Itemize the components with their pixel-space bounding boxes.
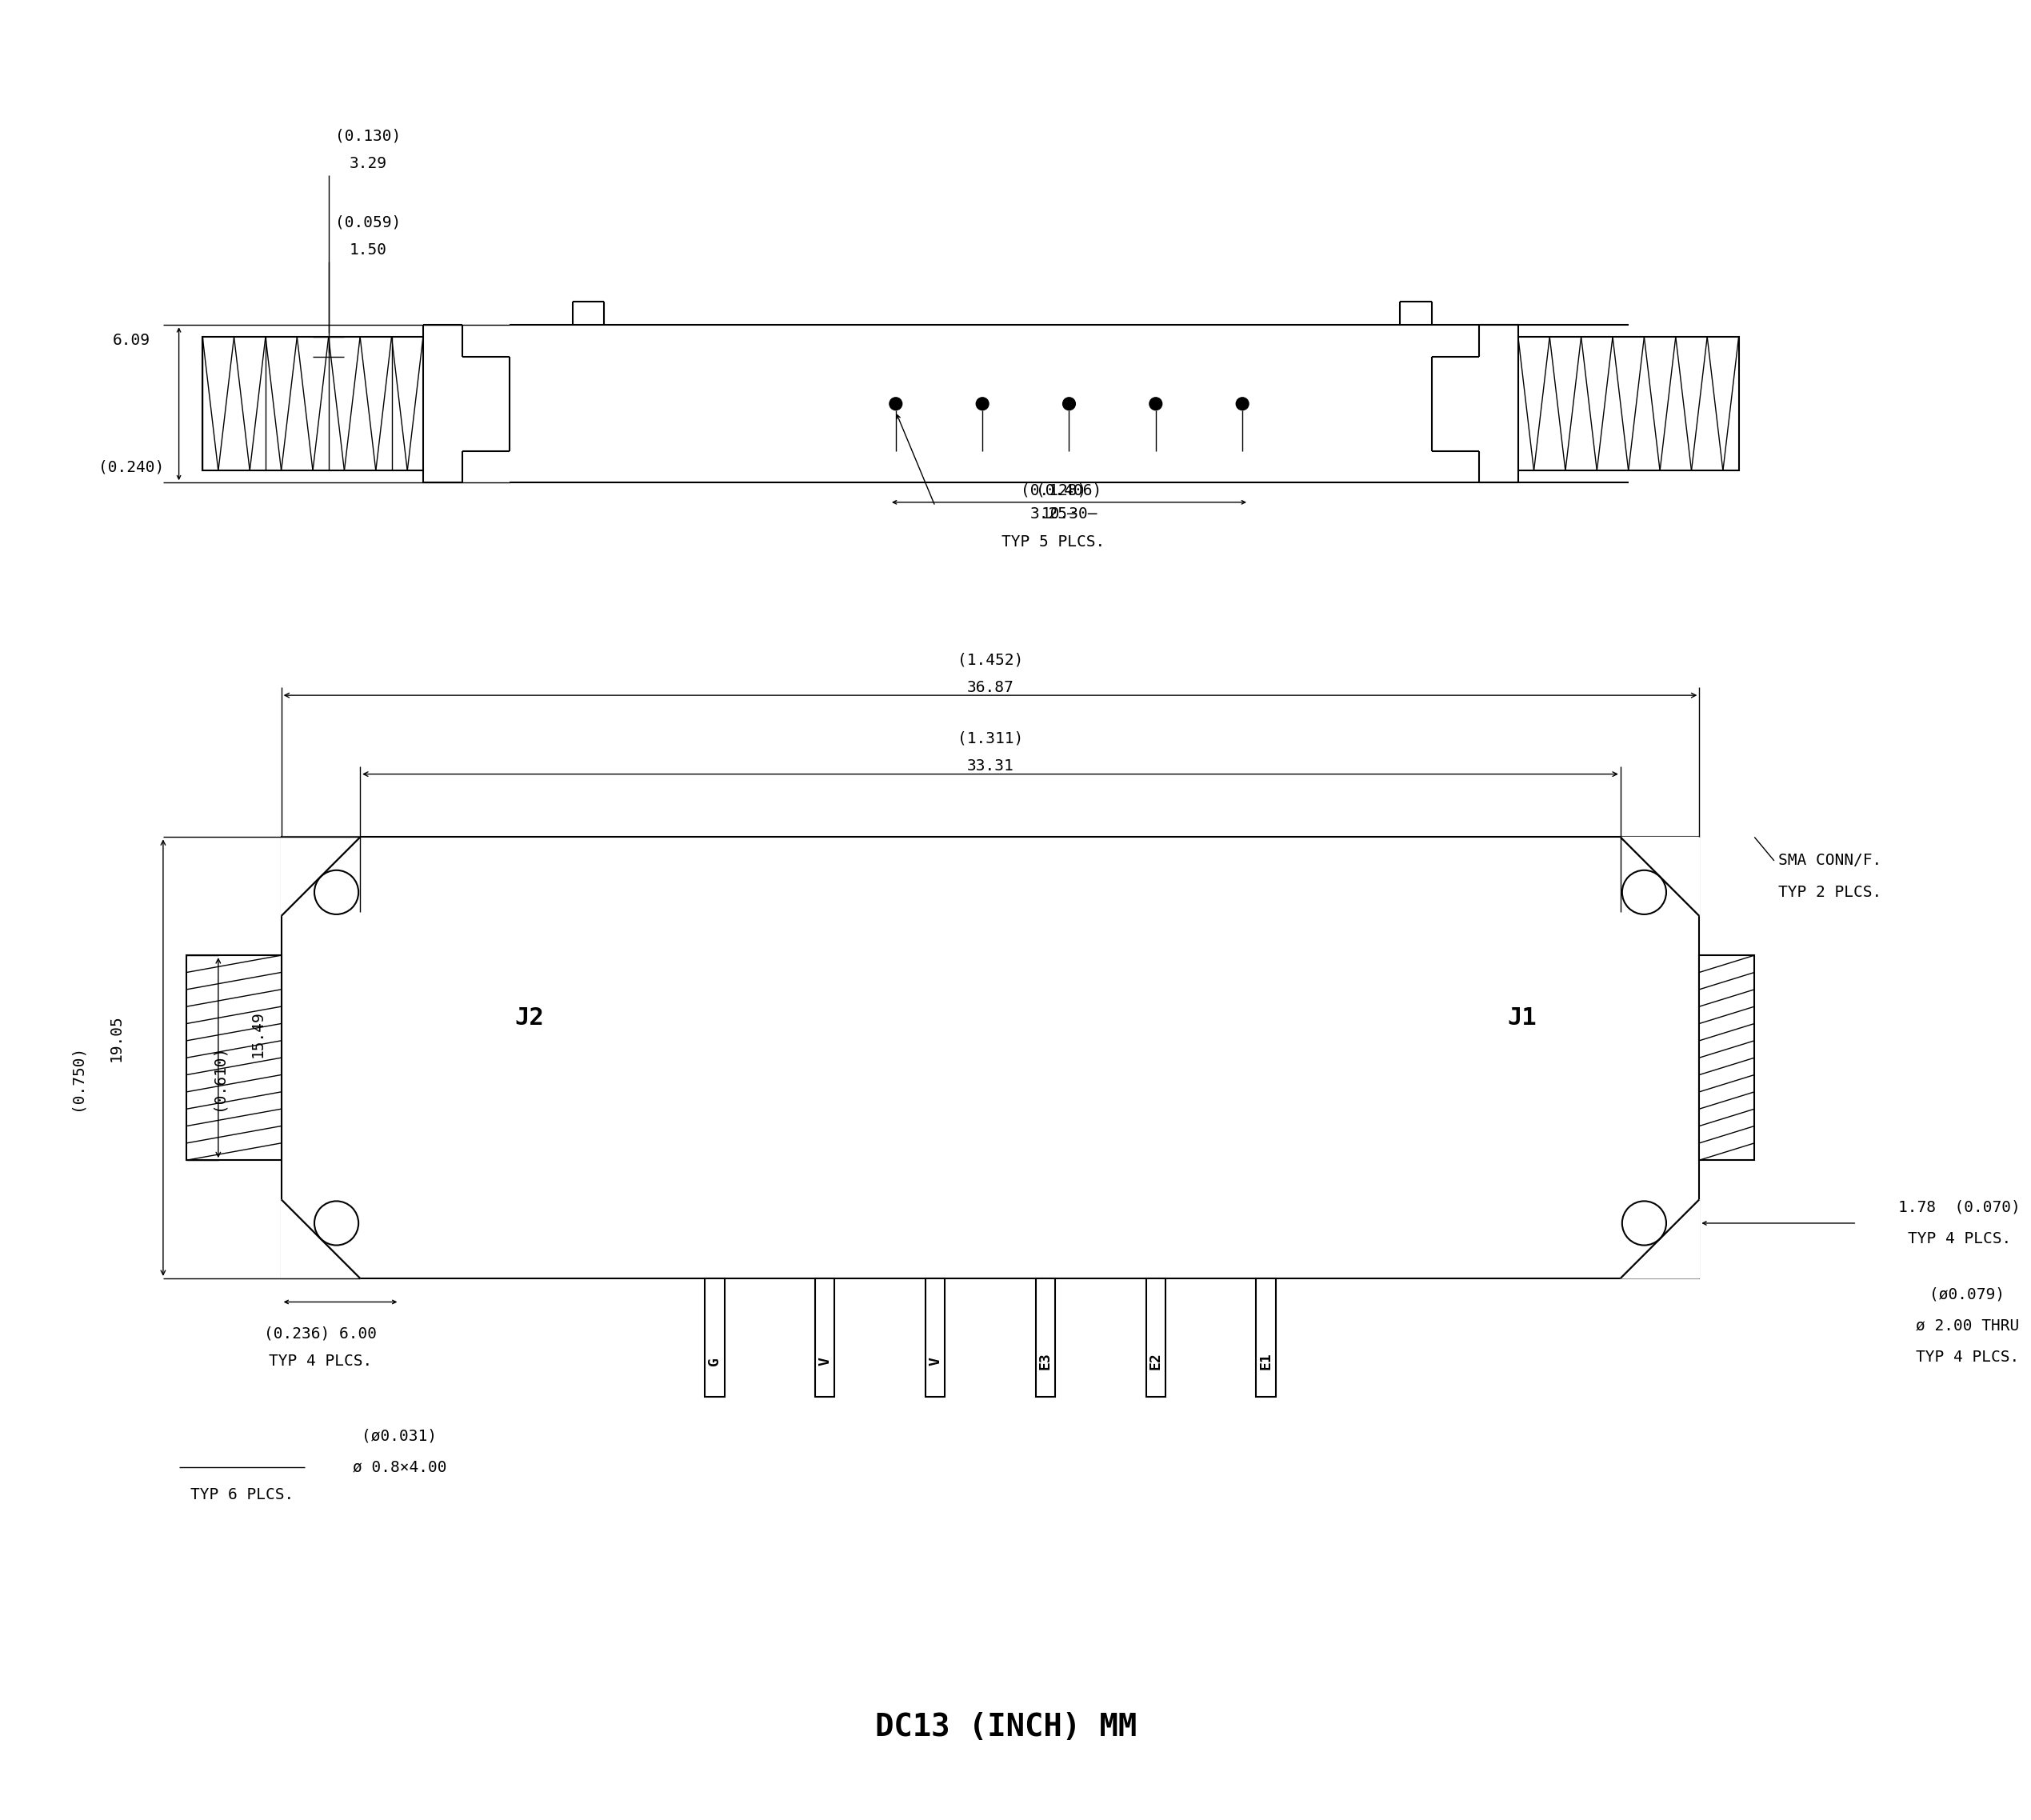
Text: (1.311): (1.311) [957, 732, 1024, 746]
Text: ø 0.8×4.00: ø 0.8×4.00 [353, 1460, 447, 1474]
Polygon shape [1621, 1199, 1700, 1278]
Text: 15.49: 15.49 [250, 1010, 266, 1057]
Text: TYP 4 PLCS.: TYP 4 PLCS. [268, 1354, 372, 1369]
Text: (0.750): (0.750) [69, 1045, 83, 1110]
Text: TYP 5 PLCS.: TYP 5 PLCS. [1001, 533, 1105, 550]
Text: 3.29: 3.29 [349, 157, 386, 171]
Text: E1: E1 [1259, 1352, 1273, 1370]
Circle shape [1237, 397, 1249, 410]
Text: E2: E2 [1150, 1352, 1164, 1370]
Text: (0.236) 6.00: (0.236) 6.00 [264, 1327, 378, 1341]
Text: (ø0.079): (ø0.079) [1929, 1287, 2005, 1301]
Text: 36.87: 36.87 [967, 681, 1013, 695]
Text: (0.610): (0.610) [211, 1045, 225, 1110]
Text: (0.240): (0.240) [100, 459, 165, 475]
Polygon shape [280, 837, 359, 915]
Polygon shape [1621, 837, 1700, 915]
Bar [1517, 337, 1739, 471]
Text: 1.50: 1.50 [349, 242, 386, 258]
Bar [1700, 956, 1755, 1159]
Text: TYP 4 PLCS.: TYP 4 PLCS. [1907, 1232, 2011, 1247]
Bar [280, 837, 1700, 1278]
Text: SMA CONN/F.: SMA CONN/F. [1777, 854, 1881, 868]
Bar [926, 1278, 944, 1396]
Text: TYP 6 PLCS.: TYP 6 PLCS. [191, 1487, 294, 1503]
Text: (ø0.031): (ø0.031) [362, 1429, 437, 1443]
Polygon shape [280, 1199, 359, 1278]
Text: V: V [928, 1356, 942, 1365]
Text: DC13 (INCH) MM: DC13 (INCH) MM [875, 1713, 1137, 1742]
Text: V: V [818, 1356, 833, 1365]
Text: 3.25—: 3.25— [1030, 506, 1076, 522]
Circle shape [1062, 397, 1074, 410]
Circle shape [890, 397, 902, 410]
Text: 33.31: 33.31 [967, 759, 1013, 774]
Text: TYP 2 PLCS.: TYP 2 PLCS. [1777, 885, 1881, 899]
Bar [1145, 1278, 1166, 1396]
Circle shape [1150, 397, 1162, 410]
Bar [814, 1278, 835, 1396]
Bar [705, 1278, 725, 1396]
Text: 10.30—: 10.30— [1040, 506, 1097, 522]
Text: TYP 4 PLCS.: TYP 4 PLCS. [1915, 1349, 2019, 1365]
Text: (0.406): (0.406) [1036, 482, 1103, 499]
Text: 6.09: 6.09 [114, 333, 150, 348]
Text: (1.452): (1.452) [957, 652, 1024, 668]
Bar [187, 956, 280, 1159]
Text: G: G [707, 1356, 721, 1365]
Bar [1036, 1278, 1056, 1396]
Circle shape [977, 397, 989, 410]
Bar [1257, 1278, 1275, 1396]
Bar [203, 337, 422, 471]
Text: 19.05: 19.05 [108, 1014, 124, 1061]
Text: (0.128): (0.128) [1020, 482, 1087, 499]
Text: ø 2.00 THRU: ø 2.00 THRU [1915, 1318, 2019, 1334]
Text: J2: J2 [514, 1006, 544, 1030]
Text: (0.059): (0.059) [335, 215, 400, 229]
Text: (0.130): (0.130) [335, 129, 400, 144]
Text: J1: J1 [1507, 1006, 1537, 1030]
Text: 1.78  (0.070): 1.78 (0.070) [1899, 1199, 2021, 1216]
Text: E3: E3 [1038, 1352, 1052, 1370]
